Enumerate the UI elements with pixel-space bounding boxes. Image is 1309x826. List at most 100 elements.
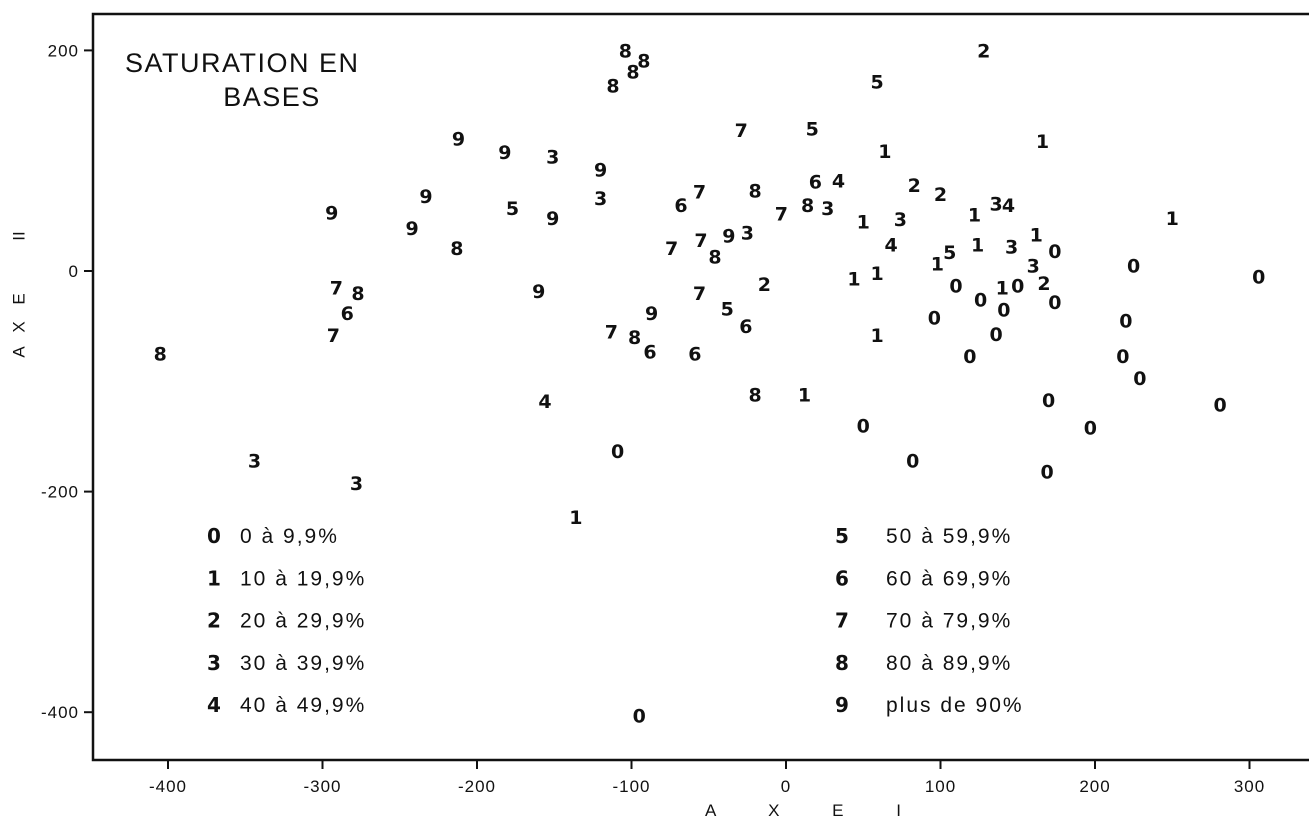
y-axis-title-glyph: A xyxy=(9,346,28,358)
data-point: 1 xyxy=(1030,225,1043,247)
data-point: 9 xyxy=(546,208,559,230)
data-point: 8 xyxy=(748,180,761,202)
legend-code: 9 xyxy=(835,693,849,717)
y-axis-title-glyph: X xyxy=(9,321,28,332)
legend-code: 5 xyxy=(835,524,849,548)
data-point: 5 xyxy=(721,299,734,321)
data-point: 8 xyxy=(628,327,641,349)
legend-label: 80 à 89,9% xyxy=(886,652,1012,675)
data-point: 0 xyxy=(611,441,624,463)
data-point: 1 xyxy=(569,507,582,529)
data-point: 8 xyxy=(637,50,650,72)
legend-label: 10 à 19,9% xyxy=(240,567,366,590)
data-point: 9 xyxy=(419,186,432,208)
data-point: 0 xyxy=(928,307,941,329)
data-point: 5 xyxy=(871,71,884,93)
data-point: 0 xyxy=(1040,462,1053,484)
data-point: 9 xyxy=(452,129,465,151)
data-point: 2 xyxy=(908,175,921,197)
data-point: 3 xyxy=(594,188,607,210)
data-point: 0 xyxy=(1119,311,1132,333)
data-point: 3 xyxy=(350,473,363,495)
y-axis-title: A X E II xyxy=(9,231,28,357)
data-point: 3 xyxy=(741,222,754,244)
data-point: 3 xyxy=(821,198,834,220)
data-point: 0 xyxy=(857,415,870,437)
y-tick-label: 200 xyxy=(48,41,79,60)
data-point: 9 xyxy=(325,203,338,225)
legend-label: 60 à 69,9% xyxy=(886,567,1012,590)
data-point: 0 xyxy=(1084,418,1097,440)
data-point: 8 xyxy=(606,76,619,98)
chart-title: SATURATION EN BASES xyxy=(125,48,360,112)
data-point: 0 xyxy=(1116,346,1129,368)
x-tick-label: -100 xyxy=(612,777,650,796)
data-point: 0 xyxy=(1048,292,1061,314)
x-tick-label: 100 xyxy=(925,777,956,796)
data-point: 3 xyxy=(248,451,261,473)
data-point: 8 xyxy=(154,344,167,366)
data-point: 9 xyxy=(722,226,735,248)
legend-label: 20 à 29,9% xyxy=(240,610,366,633)
data-point: 7 xyxy=(735,120,748,142)
data-point: 7 xyxy=(665,238,678,260)
y-tick-label: 0 xyxy=(69,262,79,281)
data-point: 0 xyxy=(1214,394,1227,416)
x-axis-title: A X E I xyxy=(705,801,925,820)
legend-code: 8 xyxy=(835,651,849,675)
title-line: SATURATION EN xyxy=(125,48,360,78)
data-point: 4 xyxy=(832,171,845,193)
data-point: 9 xyxy=(594,160,607,182)
legend-code: 1 xyxy=(207,566,221,590)
data-point: 1 xyxy=(968,205,981,227)
data-point: 9 xyxy=(405,218,418,240)
data-point: 9 xyxy=(498,142,511,164)
data-point: 8 xyxy=(626,61,639,83)
data-point: 4 xyxy=(1002,195,1015,217)
data-point: 5 xyxy=(943,242,956,264)
legend: 0 0 à 9,9% 1 10 à 19,9% 2 20 à 29,9% 3 30 à 39,… xyxy=(207,524,1022,717)
data-point: 1 xyxy=(798,385,811,407)
y-axis-title-glyph: E xyxy=(9,293,28,304)
data-point: 3 xyxy=(894,209,907,231)
data-point: 2 xyxy=(934,184,947,206)
data-point: 9 xyxy=(532,281,545,303)
data-point: 7 xyxy=(330,278,343,300)
data-point: 5 xyxy=(506,198,519,220)
y-tick-label: -200 xyxy=(41,483,79,502)
data-point: 8 xyxy=(748,385,761,407)
data-point: 8 xyxy=(801,195,814,217)
data-point: 2 xyxy=(1037,273,1050,295)
data-point: 7 xyxy=(775,204,788,226)
data-point: 8 xyxy=(708,247,721,269)
data-point: 7 xyxy=(693,182,706,204)
data-point: 6 xyxy=(674,195,687,217)
legend-code: 6 xyxy=(835,566,849,590)
data-point: 4 xyxy=(538,391,551,413)
data-point: 7 xyxy=(327,325,340,347)
data-point: 0 xyxy=(974,290,987,312)
data-point: 0 xyxy=(1042,390,1055,412)
data-point: 1 xyxy=(847,269,860,291)
data-point: 0 xyxy=(1048,241,1061,263)
data-point: 0 xyxy=(997,300,1010,322)
data-point: 1 xyxy=(1036,131,1049,153)
data-point: 9 xyxy=(645,303,658,325)
data-point: 1 xyxy=(1166,208,1179,230)
data-point: 1 xyxy=(931,253,944,275)
data-point: 2 xyxy=(758,274,771,296)
data-point: 1 xyxy=(996,278,1009,300)
data-point: 3 xyxy=(1005,237,1018,259)
x-tick-label: -200 xyxy=(458,777,496,796)
data-point: 6 xyxy=(643,342,656,364)
data-point: 0 xyxy=(1127,255,1140,277)
legend-label: 30 à 39,9% xyxy=(240,652,366,675)
data-point: 3 xyxy=(1027,255,1040,277)
data-point: 0 xyxy=(1252,267,1265,289)
data-point: 3 xyxy=(990,194,1003,216)
data-point: 7 xyxy=(605,322,618,344)
y-tick-label: -400 xyxy=(41,703,79,722)
data-point: 6 xyxy=(341,303,354,325)
